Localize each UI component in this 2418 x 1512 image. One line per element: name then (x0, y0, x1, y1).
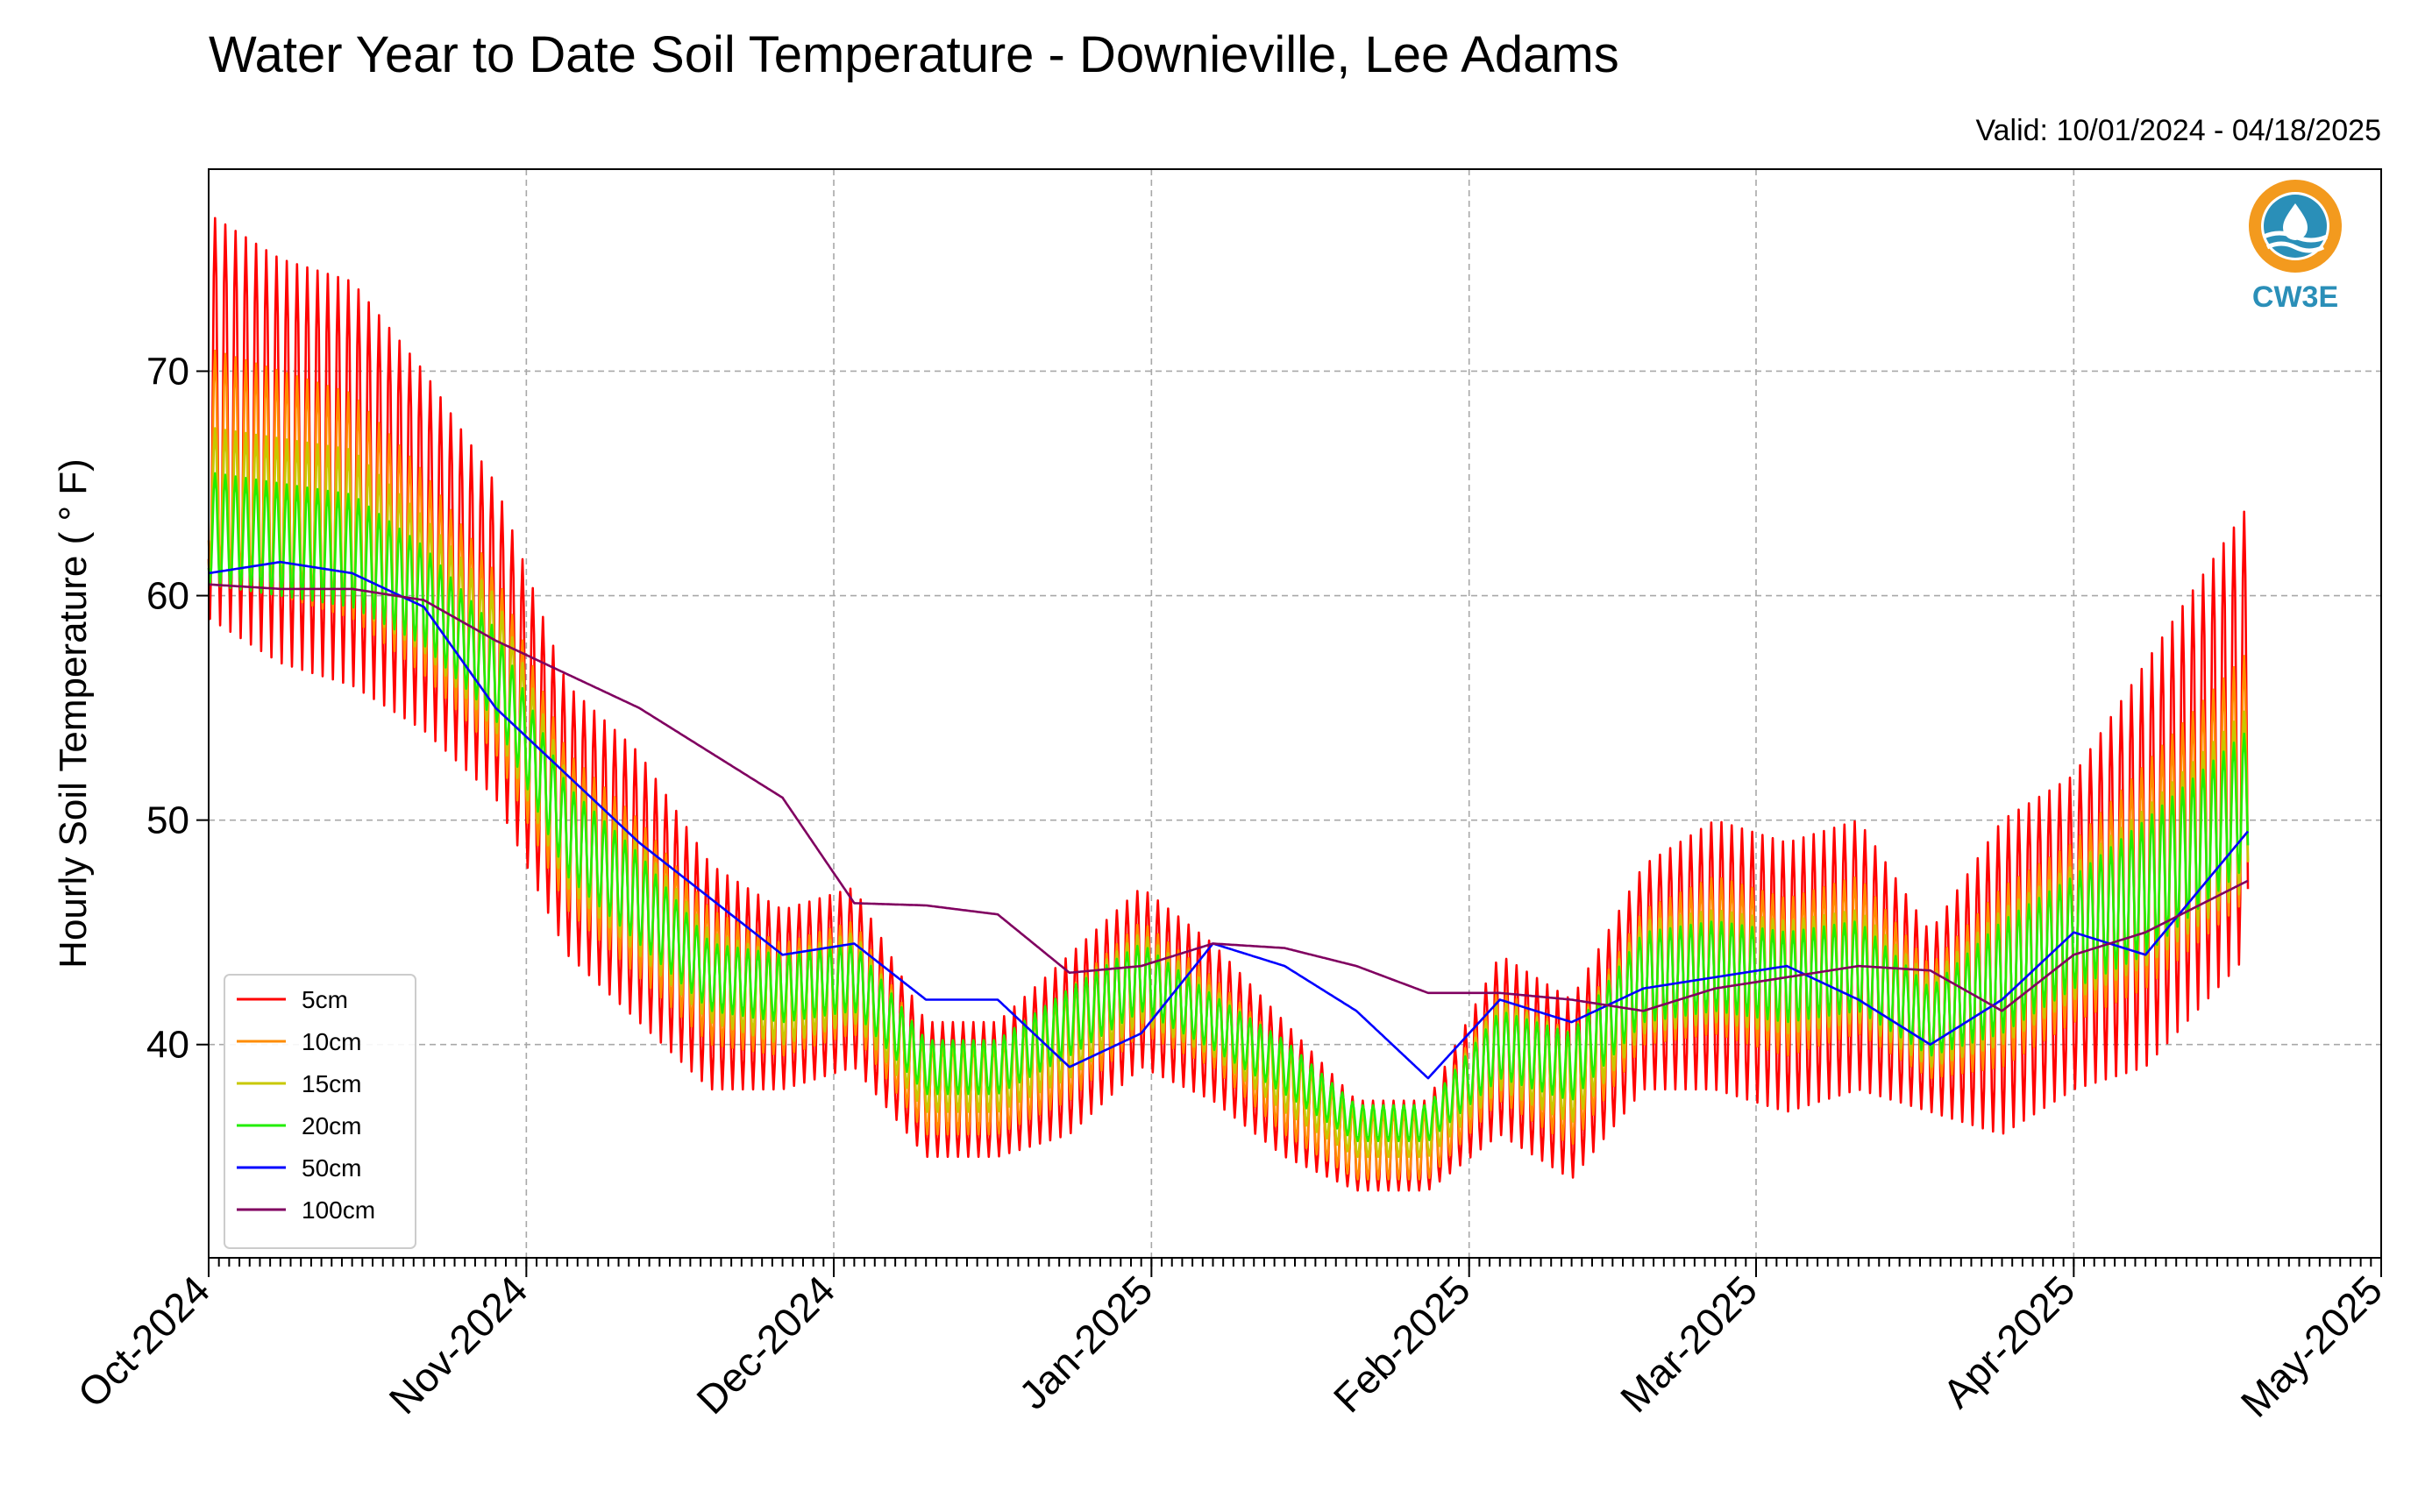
legend-label: 50cm (302, 1154, 361, 1182)
x-tick-label: Jan-2025 (1010, 1267, 1161, 1417)
series-lines (207, 217, 2250, 1192)
legend-label: 15cm (302, 1070, 361, 1097)
y-axis-label: Hourly Soil Temperature ( ° F) (52, 458, 95, 969)
water-drop-icon (2283, 203, 2308, 240)
x-tick-label: Dec-2024 (687, 1267, 843, 1423)
chart-subtitle: Valid: 10/01/2024 - 04/18/2025 (1975, 114, 2381, 147)
series-line-20cm (207, 472, 2250, 1143)
legend-box (224, 974, 416, 1249)
logo-text: CW3E (2252, 280, 2338, 314)
cw3e-logo: CW3E (2249, 180, 2342, 314)
y-tick-label: 70 (146, 350, 189, 393)
legend: 5cm 10cm 15cm 20cm 50cm 100cm (224, 974, 416, 1249)
logo-ring (2249, 180, 2342, 273)
x-tick-label: Apr-2025 (1934, 1267, 2084, 1416)
legend-label: 10cm (302, 1028, 361, 1055)
y-tick-label: 50 (146, 799, 189, 842)
y-tick-label: 40 (146, 1024, 189, 1067)
legend-label: 5cm (302, 986, 348, 1013)
x-tick-label: Feb-2025 (1325, 1267, 1479, 1421)
chart-title: Water Year to Date Soil Temperature - Do… (209, 26, 1619, 83)
legend-label: 20cm (302, 1112, 361, 1139)
x-tick-label: May-2025 (2232, 1267, 2391, 1425)
x-tick-label: Oct-2024 (69, 1267, 219, 1416)
logo-wave-2 (2265, 241, 2325, 253)
series-line-100cm (209, 583, 2249, 1012)
x-tick-label: Nov-2024 (380, 1267, 537, 1423)
legend-label: 100cm (302, 1196, 375, 1224)
x-tick-label: Mar-2025 (1611, 1267, 1766, 1421)
series-line-50cm (208, 560, 2250, 1080)
y-tick-label: 60 (146, 575, 189, 618)
